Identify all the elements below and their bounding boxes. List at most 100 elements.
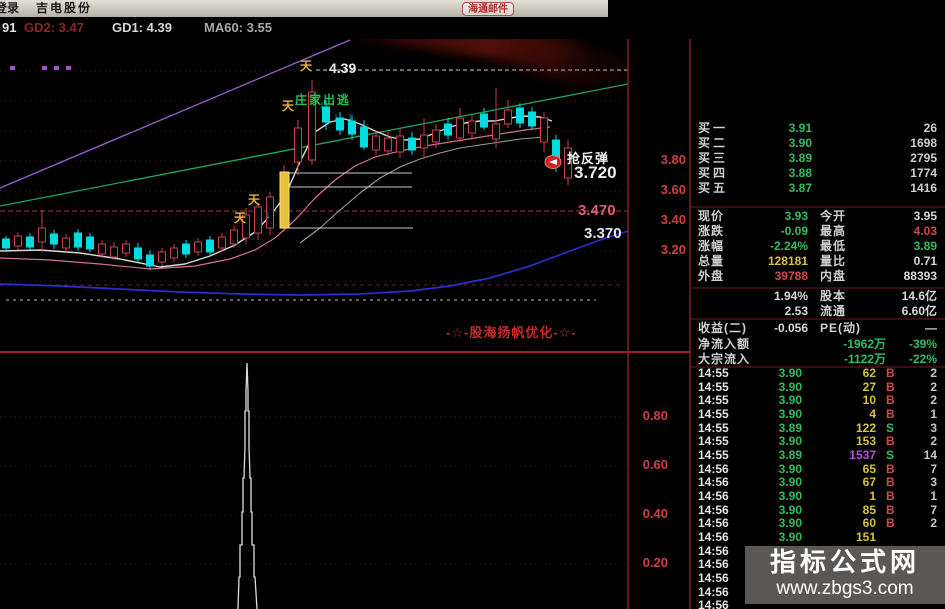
tick-time: 14:56 — [698, 488, 729, 503]
bid-level-label: 买二 — [698, 136, 729, 150]
candle-body — [206, 239, 214, 253]
tick-volume: 67 — [862, 475, 876, 490]
candle-body — [38, 227, 46, 243]
candle-body — [170, 247, 178, 259]
tick-volume: 4 — [869, 406, 876, 421]
sub-axis-label-040: 0.40 — [642, 506, 668, 521]
candle-body — [540, 117, 548, 143]
balloon-arrow-glyph — [549, 159, 557, 165]
candle-body — [50, 233, 58, 245]
candle-body — [254, 206, 262, 234]
candle-body — [266, 196, 274, 229]
bid-level-label: 买五 — [698, 181, 729, 195]
purple-signal-mark — [10, 66, 15, 70]
bid-level-row[interactable]: 买三 3.89 2795 — [690, 151, 945, 165]
tick-trade-row: 14:56 — [690, 557, 945, 571]
quote-panel: 买一 3.91 26 买二 3.90 1698 买三 3.89 2795 买四 3.88 1774 买五… — [690, 0, 945, 609]
tick-trade-row: 14:55 3.89 122 S 3 — [690, 421, 945, 435]
tick-trade-row: 14:56 — [690, 598, 945, 609]
tick-time: 14:56 — [698, 461, 729, 476]
quote-label: 现价 — [698, 209, 725, 223]
bid-level-row[interactable]: 买一 3.91 26 — [690, 121, 945, 135]
candle-body — [122, 243, 130, 254]
tick-count: 2 — [930, 379, 937, 394]
sub-chart-title: -☆-股海扬帆优化-☆- — [446, 325, 577, 340]
tian-marker: 天 — [300, 59, 313, 73]
indicator-values-bar: 91 GD2: 3.47 GD1: 4.39 MA60: 3.55 — [0, 17, 945, 39]
tick-time: 14:55 — [698, 379, 729, 394]
cyan-down-arrow-icon: ↓ — [265, 209, 271, 221]
candle-body — [322, 106, 330, 123]
tick-time: 14:56 — [698, 543, 729, 558]
tick-count: 1 — [930, 488, 937, 503]
flow-label: 净流入额 — [698, 337, 751, 351]
bid-price: 3.87 — [788, 181, 812, 195]
flow-percent: -39% — [908, 337, 937, 351]
quote-value: -0.09 — [780, 224, 808, 238]
bid-level-row[interactable]: 买四 3.88 1774 — [690, 166, 945, 180]
quote-value: 3.93 — [784, 209, 808, 223]
tick-price: 3.90 — [778, 502, 802, 517]
tick-price: 3.90 — [778, 516, 802, 531]
tick-count: 3 — [930, 475, 937, 490]
candle-body — [396, 135, 404, 153]
quote-info-row: 外盘 39788 内盘 88393 — [690, 269, 945, 283]
flow-label: 大宗流入 — [698, 352, 751, 366]
bid-volume: 1416 — [910, 181, 937, 195]
quote-value-2: 4.03 — [913, 224, 937, 238]
tick-count: 2 — [930, 366, 937, 380]
tick-time: 14:56 — [698, 516, 729, 531]
titlebar: 登录 吉电股份 海通邮件 — [0, 0, 608, 18]
titlebar-login-label: 登录 — [0, 1, 20, 15]
ma-pink-line — [0, 126, 551, 270]
quote-label-2: 今开 — [820, 209, 847, 223]
quote-value-2: 88393 — [903, 269, 937, 283]
candle-body — [2, 238, 10, 249]
tick-price: 3.90 — [778, 475, 802, 490]
purple-signal-mark — [54, 66, 59, 70]
tick-price: 3.89 — [778, 420, 802, 435]
quote-value-2: 3.89 — [913, 239, 937, 253]
tick-time: 14:55 — [698, 366, 729, 380]
quote-info-row: 现价 3.93 今开 3.95 — [690, 209, 945, 223]
main-axis-label-340: 3.40 — [660, 212, 686, 227]
candle-body — [110, 246, 118, 258]
quote-value: 128181 — [767, 254, 808, 268]
candle-body — [408, 137, 416, 151]
quote-label-2: PE(动) — [820, 321, 862, 335]
tick-price: 3.90 — [778, 406, 802, 421]
bid-volume: 1774 — [910, 166, 937, 180]
bid-level-row[interactable]: 买五 3.87 1416 — [690, 181, 945, 195]
level-label-3370: 3.370 — [584, 225, 622, 242]
haitong-mail-button[interactable]: 海通邮件 — [462, 2, 514, 16]
tick-time: 14:56 — [698, 598, 729, 609]
quote-value-2: 14.6亿 — [901, 289, 937, 303]
candle-body — [308, 91, 316, 161]
candle-body — [528, 111, 536, 127]
bid-volume: 26 — [923, 121, 937, 135]
indicator-ma60: MA60: 3.55 — [204, 20, 272, 35]
tick-count: 2 — [930, 393, 937, 408]
ma-blue-line — [0, 230, 629, 296]
quote-value-2: 3.95 — [913, 209, 937, 223]
tian-marker: 天 — [248, 193, 261, 207]
tick-time: 14:56 — [698, 584, 729, 599]
bid-level-row[interactable]: 买二 3.90 1698 — [690, 136, 945, 150]
sub-axis-label-020: 0.20 — [642, 555, 668, 570]
tick-price: 3.90 — [778, 461, 802, 476]
tick-volume: 1 — [869, 488, 876, 503]
purple-signal-mark — [66, 66, 71, 70]
tick-count: 1 — [930, 406, 937, 421]
quote-value-2: — — [925, 321, 937, 335]
quote-label-2: 最高 — [820, 224, 847, 238]
candle-body — [384, 137, 392, 152]
candle-body — [516, 107, 524, 124]
quote-label: 涨幅 — [698, 239, 725, 253]
sub-axis-label-080: 0.80 — [642, 408, 668, 423]
tick-side: B — [886, 379, 895, 394]
candle-body — [74, 232, 82, 248]
tick-time: 14:56 — [698, 557, 729, 572]
tick-side: B — [886, 461, 895, 476]
